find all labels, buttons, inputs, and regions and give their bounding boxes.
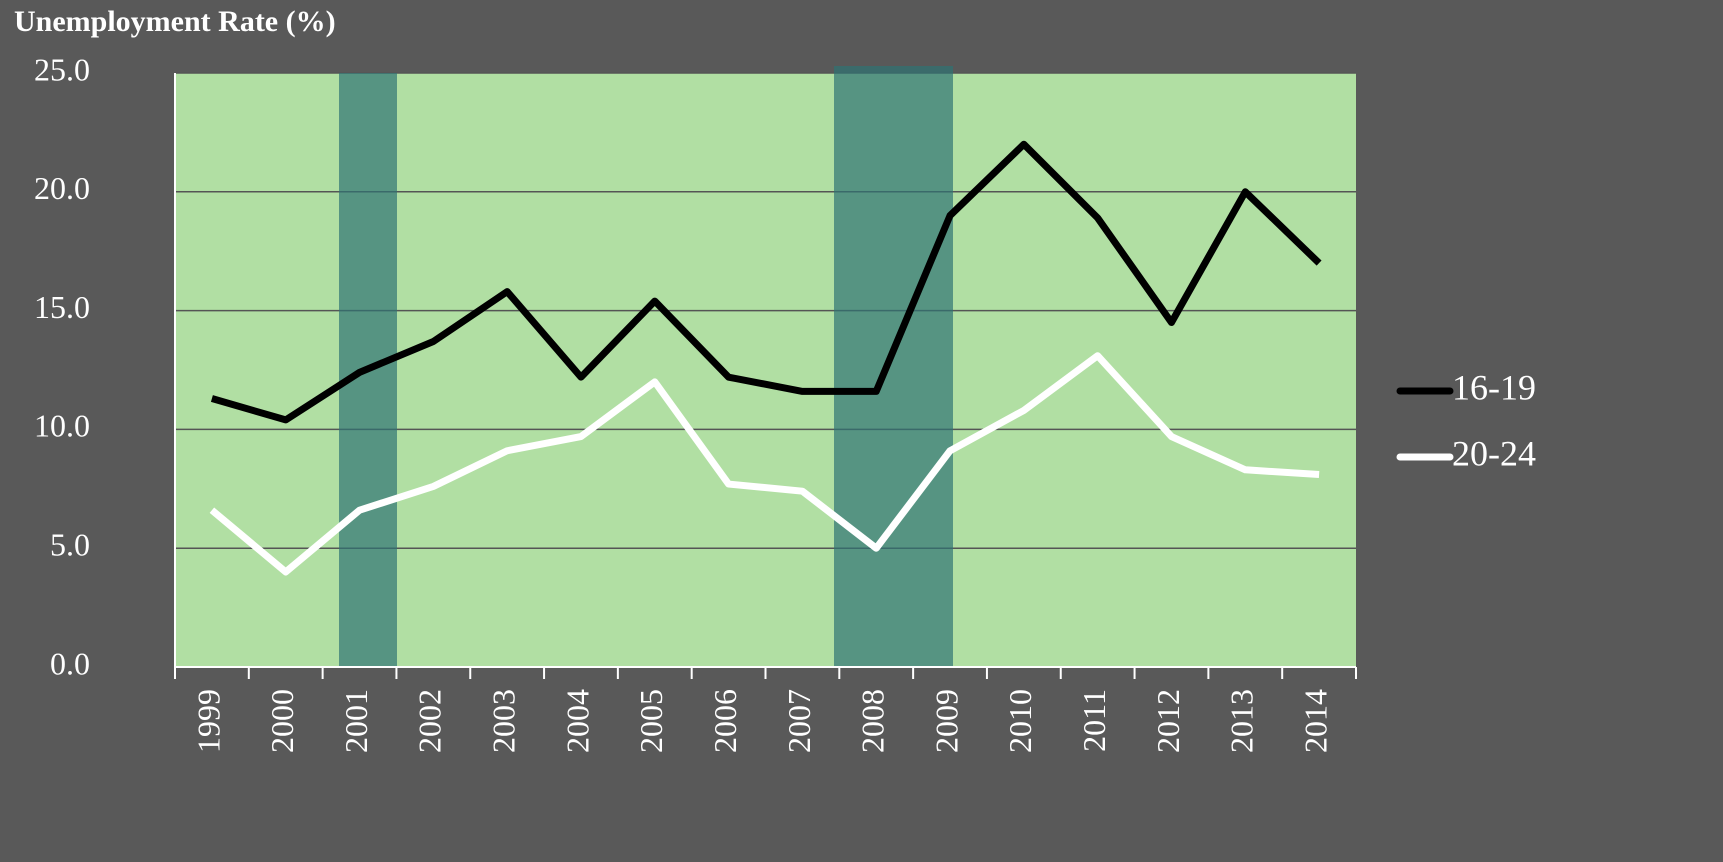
x-tick-label: 2013 (1224, 689, 1260, 753)
legend-label: 20-24 (1452, 433, 1536, 473)
x-tick-label: 2002 (412, 689, 448, 753)
x-tick-label: 2004 (559, 689, 595, 753)
line-series (209, 352, 1320, 576)
x-tick-label: 2003 (486, 689, 522, 753)
x-tick-label: 2009 (928, 689, 964, 753)
chart-title: Unemployment Rate (%) (14, 5, 336, 38)
x-tick-label: 2005 (633, 689, 669, 753)
x-tick-label: 2000 (264, 689, 300, 753)
y-tick-label: 10.0 (34, 408, 90, 444)
x-tick-label: 2014 (1297, 689, 1333, 753)
x-tick-label: 2006 (707, 689, 743, 753)
y-tick-label: 5.0 (50, 527, 90, 563)
x-tick-label: 2001 (338, 689, 374, 753)
x-tick-label: 2008 (855, 689, 891, 753)
x-tick-label: 2011 (1076, 689, 1112, 752)
y-tick-label: 0.0 (50, 645, 90, 681)
legend-label: 16-19 (1452, 367, 1536, 407)
x-tick-label: 1999 (190, 689, 226, 753)
x-tick-label: 2007 (781, 689, 817, 753)
y-tick-label: 25.0 (34, 51, 90, 87)
recession-band (834, 66, 953, 667)
y-tick-label: 20.0 (34, 170, 90, 206)
x-tick-label: 2010 (1002, 689, 1038, 753)
y-tick-label: 15.0 (34, 289, 90, 325)
x-tick-label: 2012 (1150, 689, 1186, 753)
line-series (210, 140, 1322, 424)
